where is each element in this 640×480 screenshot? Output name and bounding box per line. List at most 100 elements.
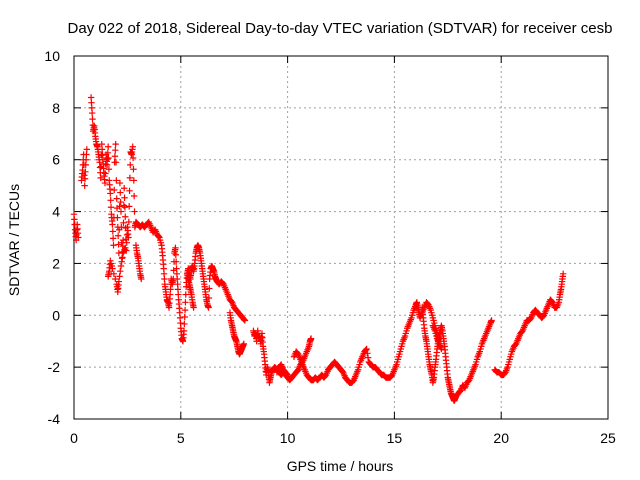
x-axis-label: GPS time / hours bbox=[287, 458, 394, 474]
data-point bbox=[112, 140, 119, 148]
data-point bbox=[155, 233, 162, 240]
data-point bbox=[117, 198, 124, 206]
data-point bbox=[182, 299, 189, 306]
data-point bbox=[205, 294, 213, 302]
data-point bbox=[101, 179, 109, 187]
data-point bbox=[118, 258, 125, 265]
data-point bbox=[559, 270, 567, 277]
data-point bbox=[116, 203, 123, 210]
data-point bbox=[181, 313, 188, 321]
data-point bbox=[125, 203, 133, 210]
data-point bbox=[115, 278, 123, 285]
data-point bbox=[119, 236, 127, 244]
data-point bbox=[363, 345, 370, 353]
x-tick-label: 0 bbox=[70, 430, 78, 446]
data-point bbox=[104, 143, 112, 150]
data-point bbox=[110, 270, 118, 277]
data-point bbox=[97, 174, 104, 182]
data-point bbox=[126, 187, 133, 195]
data-point bbox=[241, 317, 249, 324]
axis-ticks: 0 5 10 15 20 25 -4 -2 0 2 4 6 8 10 bbox=[44, 48, 616, 446]
y-tick-label: 4 bbox=[52, 204, 60, 220]
data-point bbox=[364, 350, 371, 357]
data-point bbox=[181, 306, 189, 314]
data-point bbox=[240, 316, 248, 323]
y-tick-label: 8 bbox=[52, 100, 60, 116]
data-point bbox=[109, 228, 117, 235]
data-point bbox=[107, 190, 114, 197]
data-point bbox=[113, 195, 120, 202]
x-tick-label: 20 bbox=[493, 430, 509, 446]
data-point bbox=[125, 218, 133, 226]
data-point bbox=[284, 371, 291, 379]
data-point bbox=[122, 244, 129, 252]
chart-title: Day 022 of 2018, Sidereal Day-to-day VTE… bbox=[68, 20, 613, 37]
data-point bbox=[109, 221, 116, 228]
data-point bbox=[81, 172, 88, 179]
data-point bbox=[115, 241, 122, 248]
data-point bbox=[75, 234, 82, 241]
data-point bbox=[117, 189, 124, 196]
data-point bbox=[307, 335, 315, 342]
data-point bbox=[107, 197, 114, 204]
data-point bbox=[117, 208, 125, 215]
data-point bbox=[127, 161, 134, 169]
data-point bbox=[103, 161, 111, 169]
data-point bbox=[438, 345, 445, 353]
data-point bbox=[118, 223, 125, 231]
data-point bbox=[182, 291, 189, 298]
data-point bbox=[98, 152, 105, 159]
data-point bbox=[180, 327, 188, 335]
data-point bbox=[109, 265, 116, 272]
data-point bbox=[172, 244, 179, 252]
data-point bbox=[111, 186, 118, 194]
data-point bbox=[116, 179, 124, 187]
plot-frame bbox=[73, 55, 609, 420]
data-point bbox=[110, 242, 117, 249]
data-point bbox=[129, 154, 137, 162]
data-point bbox=[81, 182, 88, 189]
y-tick-label: -2 bbox=[48, 359, 61, 375]
y-axis-label: SDTVAR / TECUs bbox=[6, 184, 22, 296]
data-series bbox=[70, 94, 567, 405]
data-point bbox=[240, 340, 248, 348]
data-point bbox=[283, 370, 291, 378]
data-point bbox=[190, 304, 197, 311]
y-tick-label: 6 bbox=[52, 152, 60, 168]
data-point bbox=[88, 109, 96, 117]
data-point bbox=[117, 268, 124, 275]
data-point bbox=[109, 235, 117, 242]
data-point bbox=[130, 192, 138, 200]
data-point bbox=[116, 273, 123, 280]
data-point bbox=[114, 214, 121, 221]
data-point bbox=[119, 254, 126, 261]
data-point bbox=[129, 143, 136, 150]
grid bbox=[74, 56, 608, 419]
data-point bbox=[104, 155, 111, 163]
data-point bbox=[105, 166, 113, 173]
data-point bbox=[172, 251, 180, 258]
data-point bbox=[364, 354, 372, 361]
data-point bbox=[112, 159, 120, 166]
data-point bbox=[112, 147, 119, 154]
data-point bbox=[83, 146, 91, 153]
data-point bbox=[123, 239, 130, 246]
data-point bbox=[488, 317, 495, 324]
y-tick-label: -4 bbox=[48, 411, 61, 427]
data-point bbox=[205, 304, 212, 311]
data-point bbox=[117, 262, 125, 270]
data-point bbox=[130, 166, 137, 173]
data-point bbox=[122, 213, 129, 220]
data-point bbox=[121, 204, 129, 211]
data-point bbox=[181, 320, 188, 328]
data-point bbox=[126, 174, 134, 182]
data-point bbox=[114, 232, 122, 239]
data-point bbox=[131, 208, 138, 215]
data-point bbox=[113, 177, 120, 184]
x-tick-label: 10 bbox=[280, 430, 296, 446]
y-tick-label: 10 bbox=[44, 48, 60, 64]
data-point bbox=[130, 177, 138, 184]
data-point bbox=[102, 170, 109, 177]
x-tick-label: 5 bbox=[177, 430, 185, 446]
